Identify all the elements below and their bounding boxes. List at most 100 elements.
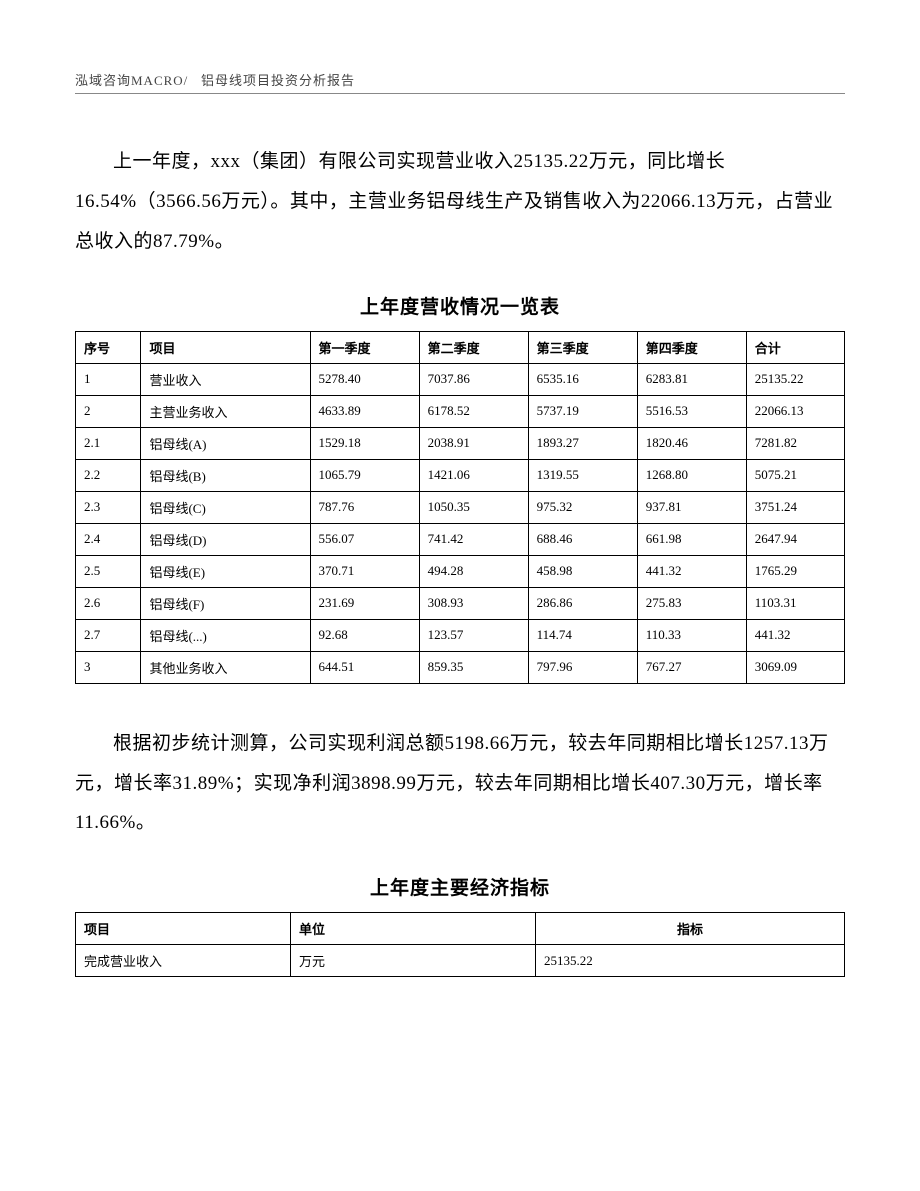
table-cell: 1065.79	[310, 459, 419, 491]
table-cell: 92.68	[310, 619, 419, 651]
table-cell: 25135.22	[746, 363, 844, 395]
table-cell: 1765.29	[746, 555, 844, 587]
table-cell: 2	[76, 395, 141, 427]
table-cell: 22066.13	[746, 395, 844, 427]
table-cell: 5278.40	[310, 363, 419, 395]
table-row: 2.7铝母线(...)92.68123.57114.74110.33441.32	[76, 619, 845, 651]
table-cell: 2.5	[76, 555, 141, 587]
table-cell: 1529.18	[310, 427, 419, 459]
table-cell: 2.4	[76, 523, 141, 555]
table-cell: 其他业务收入	[141, 651, 310, 683]
table-cell: 铝母线(C)	[141, 491, 310, 523]
table-cell: 2.1	[76, 427, 141, 459]
table-cell: 2.7	[76, 619, 141, 651]
table-row: 2.5铝母线(E)370.71494.28458.98441.321765.29	[76, 555, 845, 587]
col-header-q3: 第三季度	[528, 331, 637, 363]
table-cell: 5516.53	[637, 395, 746, 427]
table-cell: 1050.35	[419, 491, 528, 523]
table-cell: 铝母线(...)	[141, 619, 310, 651]
table-cell: 275.83	[637, 587, 746, 619]
table-row: 2.6铝母线(F)231.69308.93286.86275.831103.31	[76, 587, 845, 619]
table-cell: 铝母线(D)	[141, 523, 310, 555]
table-cell: 铝母线(E)	[141, 555, 310, 587]
table-cell: 1421.06	[419, 459, 528, 491]
table-cell: 1820.46	[637, 427, 746, 459]
col-header-q4: 第四季度	[637, 331, 746, 363]
table-cell: 2647.94	[746, 523, 844, 555]
table-cell: 859.35	[419, 651, 528, 683]
table-cell: 3069.09	[746, 651, 844, 683]
table-cell: 7037.86	[419, 363, 528, 395]
table-cell: 556.07	[310, 523, 419, 555]
table-cell: 2.6	[76, 587, 141, 619]
table-cell: 494.28	[419, 555, 528, 587]
table-row: 2.1铝母线(A)1529.182038.911893.271820.46728…	[76, 427, 845, 459]
table-cell: 231.69	[310, 587, 419, 619]
col-header-q1: 第一季度	[310, 331, 419, 363]
col-header-q2: 第二季度	[419, 331, 528, 363]
table-cell: 370.71	[310, 555, 419, 587]
table-header-row: 序号 项目 第一季度 第二季度 第三季度 第四季度 合计	[76, 331, 845, 363]
table-cell: 975.32	[528, 491, 637, 523]
table-cell: 797.96	[528, 651, 637, 683]
table-cell: 5075.21	[746, 459, 844, 491]
table-cell: 1268.80	[637, 459, 746, 491]
table-cell: 937.81	[637, 491, 746, 523]
col-header-item: 项目	[76, 913, 291, 945]
col-header-unit: 单位	[291, 913, 536, 945]
table-cell: 2.2	[76, 459, 141, 491]
table-cell: 6178.52	[419, 395, 528, 427]
col-header-num: 序号	[76, 331, 141, 363]
page-header: 泓域咨询MACRO/ 铝母线项目投资分析报告	[75, 70, 845, 94]
table-row: 2.3铝母线(C)787.761050.35975.32937.813751.2…	[76, 491, 845, 523]
table-cell: 1319.55	[528, 459, 637, 491]
table-cell: 767.27	[637, 651, 746, 683]
table-cell: 1103.31	[746, 587, 844, 619]
table-cell: 4633.89	[310, 395, 419, 427]
col-header-index: 指标	[536, 913, 845, 945]
table-row: 2.2铝母线(B)1065.791421.061319.551268.80507…	[76, 459, 845, 491]
table-cell: 441.32	[746, 619, 844, 651]
table-cell: 6283.81	[637, 363, 746, 395]
col-header-total: 合计	[746, 331, 844, 363]
table-cell: 铝母线(B)	[141, 459, 310, 491]
table-cell: 787.76	[310, 491, 419, 523]
table-cell: 营业收入	[141, 363, 310, 395]
table-cell: 441.32	[637, 555, 746, 587]
table-row: 2主营业务收入4633.896178.525737.195516.5322066…	[76, 395, 845, 427]
table-cell: 661.98	[637, 523, 746, 555]
table-cell: 114.74	[528, 619, 637, 651]
table-cell: 458.98	[528, 555, 637, 587]
table-cell: 铝母线(F)	[141, 587, 310, 619]
table1-title: 上年度营收情况一览表	[75, 292, 845, 319]
table-cell: 主营业务收入	[141, 395, 310, 427]
table-cell: 完成营业收入	[76, 945, 291, 977]
table-cell: 644.51	[310, 651, 419, 683]
paragraph-2: 根据初步统计测算，公司实现利润总额5198.66万元，较去年同期相比增长1257…	[75, 724, 845, 844]
table-cell: 3751.24	[746, 491, 844, 523]
table-cell: 5737.19	[528, 395, 637, 427]
table-cell: 1893.27	[528, 427, 637, 459]
table-cell: 286.86	[528, 587, 637, 619]
table-cell: 688.46	[528, 523, 637, 555]
table-cell: 110.33	[637, 619, 746, 651]
table-cell: 1	[76, 363, 141, 395]
table-cell: 2038.91	[419, 427, 528, 459]
table-cell: 123.57	[419, 619, 528, 651]
table-cell: 铝母线(A)	[141, 427, 310, 459]
table-row: 2.4铝母线(D)556.07741.42688.46661.982647.94	[76, 523, 845, 555]
table-row: 完成营业收入万元25135.22	[76, 945, 845, 977]
table-cell: 308.93	[419, 587, 528, 619]
table-row: 1营业收入5278.407037.866535.166283.8125135.2…	[76, 363, 845, 395]
table-row: 3其他业务收入644.51859.35797.96767.273069.09	[76, 651, 845, 683]
header-left: 泓域咨询MACRO/	[75, 73, 188, 88]
header-right: 铝母线项目投资分析报告	[201, 73, 355, 88]
table-cell: 万元	[291, 945, 536, 977]
table2-title: 上年度主要经济指标	[75, 873, 845, 900]
indicator-table: 项目 单位 指标 完成营业收入万元25135.22	[75, 912, 845, 977]
col-header-item: 项目	[141, 331, 310, 363]
paragraph-1: 上一年度，xxx（集团）有限公司实现营业收入25135.22万元，同比增长16.…	[75, 142, 845, 262]
revenue-table: 序号 项目 第一季度 第二季度 第三季度 第四季度 合计 1营业收入5278.4…	[75, 331, 845, 684]
table-cell: 2.3	[76, 491, 141, 523]
table-cell: 25135.22	[536, 945, 845, 977]
